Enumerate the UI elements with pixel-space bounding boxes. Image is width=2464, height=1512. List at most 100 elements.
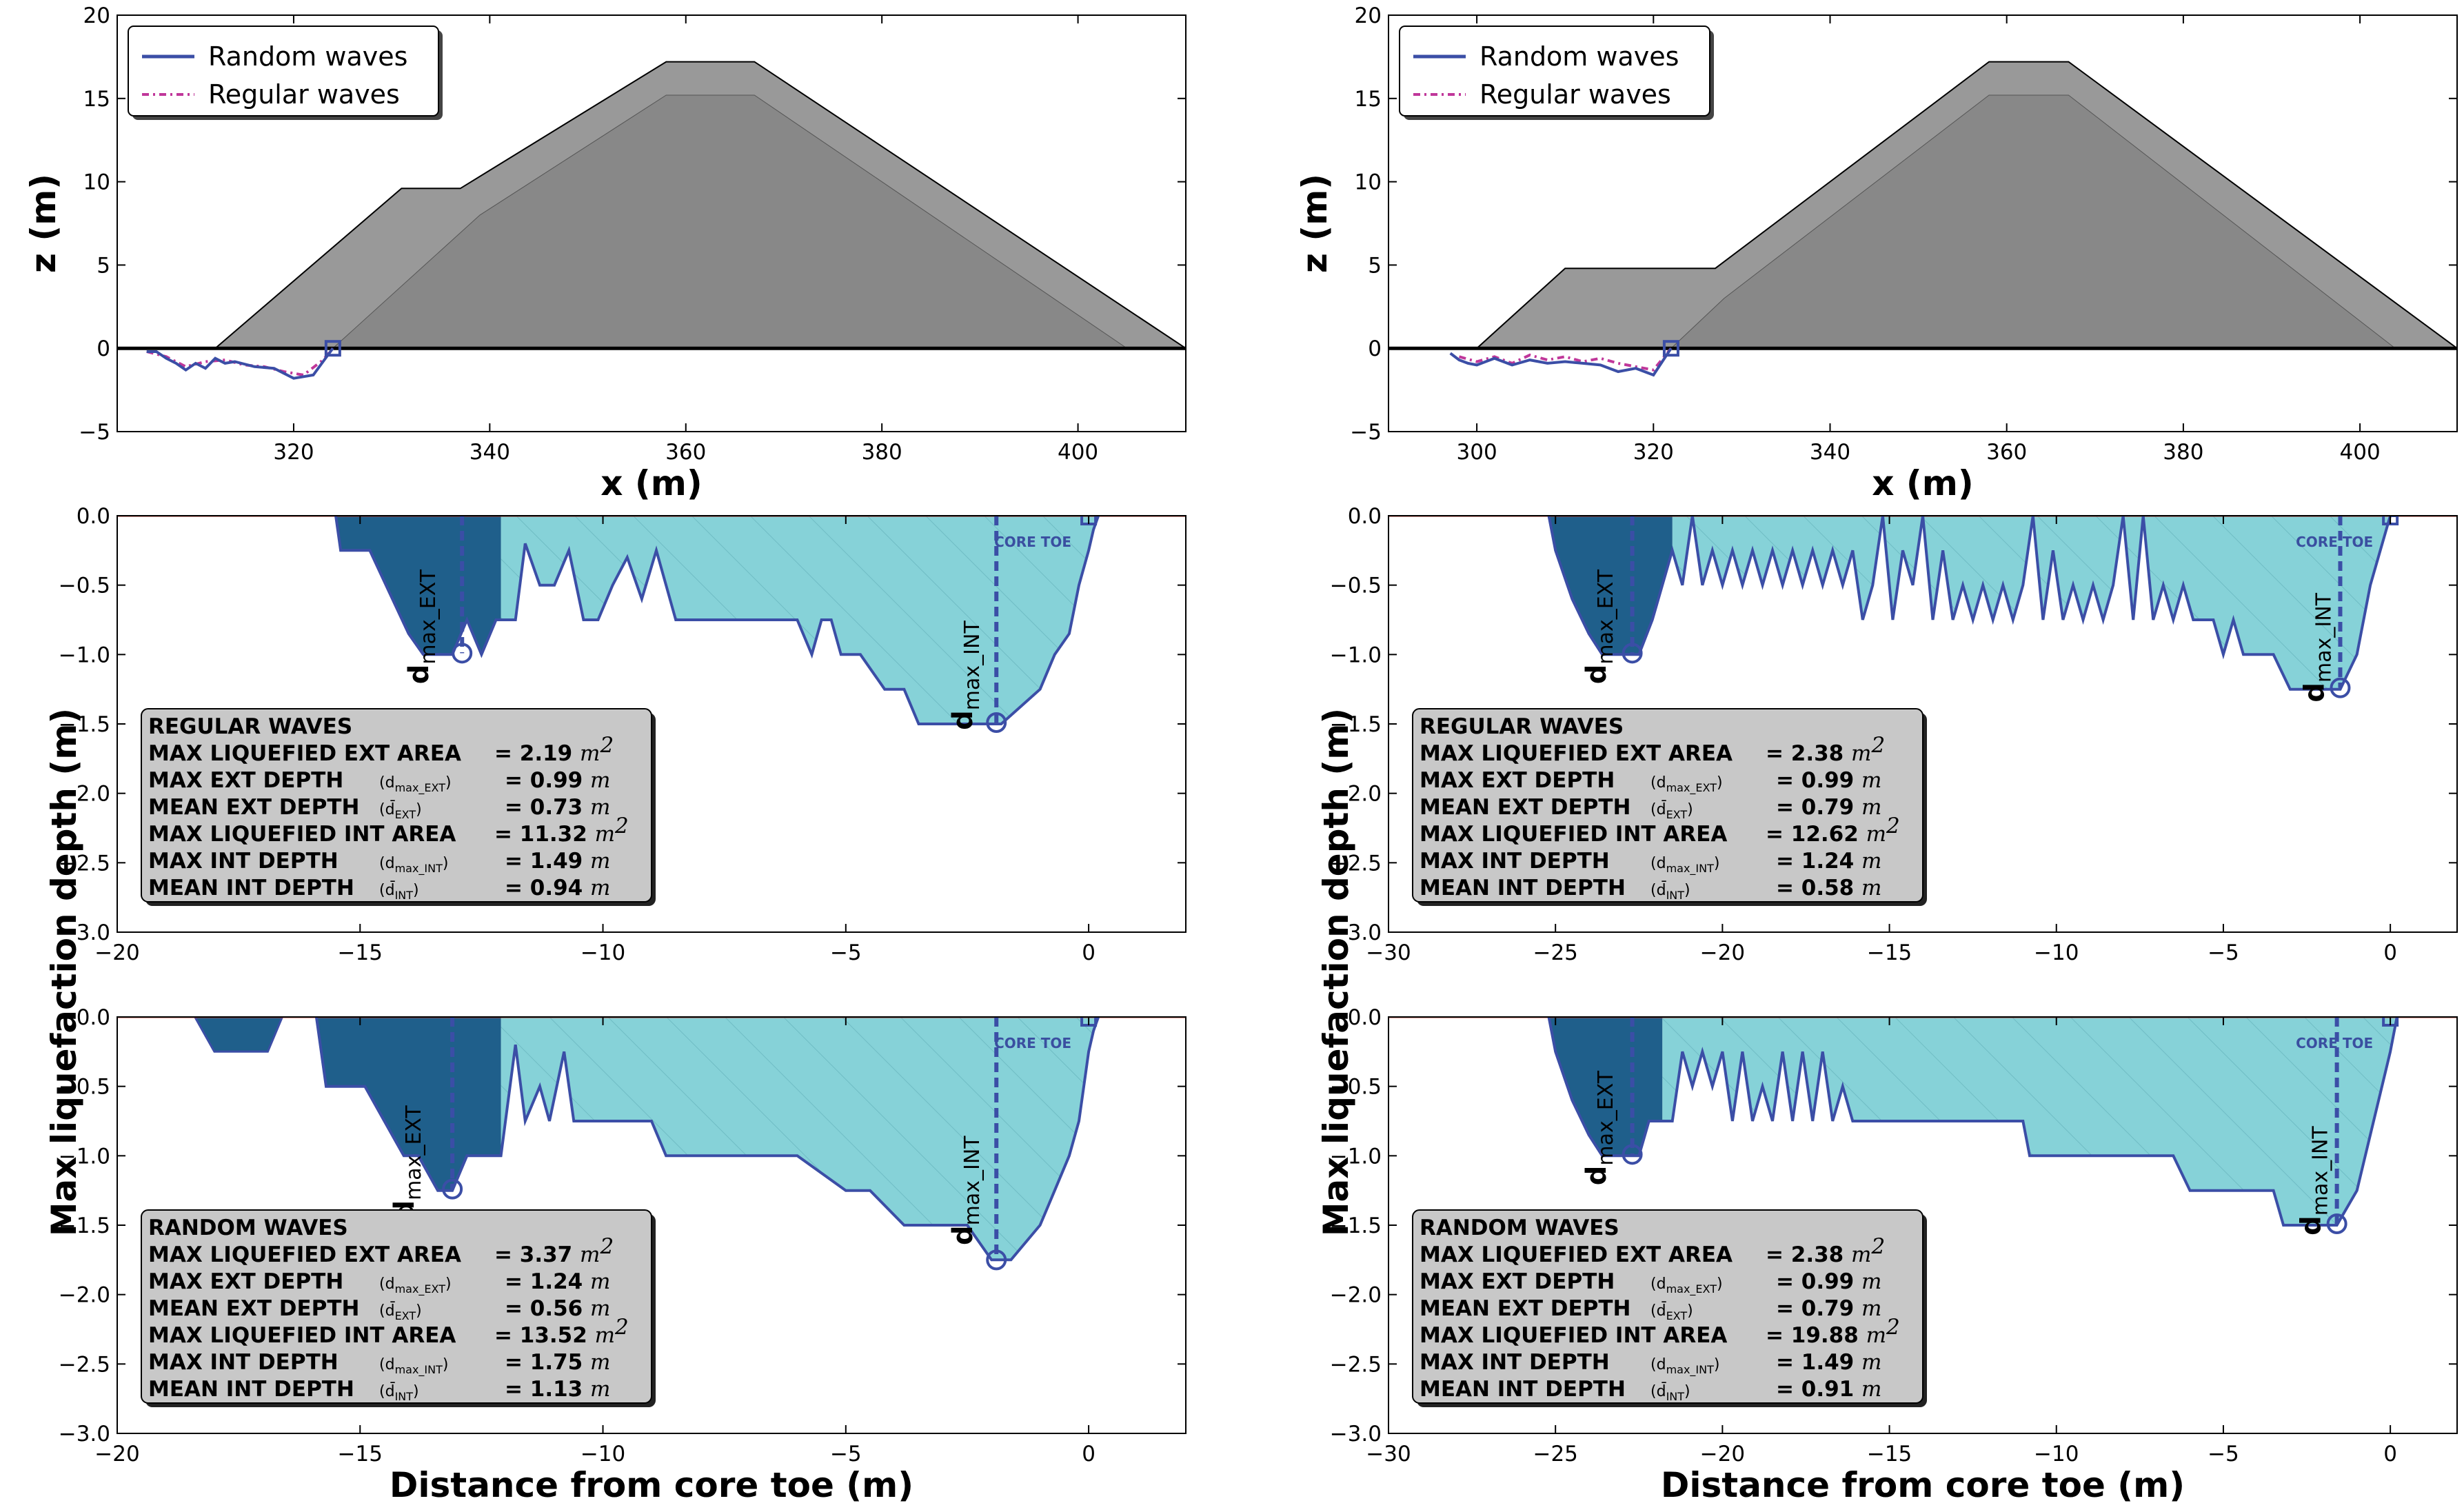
stats-row-label: MEAN EXT DEPTH	[148, 795, 360, 820]
x-axis-label: Distance from core toe (m)	[1661, 1465, 2185, 1505]
exterior-liquefied-area-extra	[193, 1017, 284, 1053]
stats-row-value: = 1.49 m	[1776, 1350, 1881, 1375]
stats-row-symbol: (dmax_INT)	[379, 1356, 448, 1377]
x-tick-label: −30	[1366, 1442, 1411, 1466]
y-tick-label: −1.5	[59, 712, 110, 737]
y-tick-label: −0.5	[59, 574, 110, 598]
stats-row-symbol: (d̄INT)	[1650, 1382, 1690, 1403]
core-toe-marker	[324, 340, 341, 357]
x-tick-label: 0	[1082, 940, 1095, 965]
stats-row-label: MAX LIQUEFIED INT AREA	[1420, 1323, 1727, 1348]
stats-row-symbol: (d̄EXT)	[379, 1302, 422, 1322]
stats-row-label: MAX LIQUEFIED INT AREA	[148, 822, 456, 847]
x-tick-label: −20	[94, 940, 139, 965]
depth_right_random-chart: CORE TOE dmax_EXT dmax_INT −30 −25 −20 −15 −10 −…	[1330, 1005, 2458, 1505]
legend-label-random: Random waves	[1480, 41, 1679, 72]
core-toe-label: CORE TOE	[994, 534, 1071, 550]
x-tick-label: 0	[1082, 1442, 1095, 1466]
interior-liquefied-area	[1672, 516, 2397, 689]
stats-row-label: MAX LIQUEFIED INT AREA	[1420, 822, 1727, 847]
ext-max-depth-marker	[1622, 1144, 1643, 1165]
x-tick-label: 380	[862, 440, 902, 465]
x-tick-label: −15	[1867, 940, 1912, 965]
stats-title: REGULAR WAVES	[148, 714, 352, 739]
stats-row-label: MAX INT DEPTH	[1420, 849, 1610, 874]
y-tick-label: 20	[1355, 3, 1382, 28]
stats-row-symbol: (dmax_INT)	[1650, 1356, 1719, 1377]
x-tick-label: 340	[469, 440, 510, 465]
stats-row-symbol: (d̄EXT)	[379, 800, 422, 821]
y-tick-label: −2.0	[59, 1283, 110, 1308]
y-axis-label: z (m)	[23, 174, 63, 273]
stats-row-value: = 0.99 m	[1776, 1269, 1881, 1294]
x-tick-label: 300	[1457, 440, 1497, 465]
x-tick-label: −5	[830, 940, 862, 965]
x-tick-label: −10	[2034, 1442, 2079, 1466]
depth_left_regular-chart: CORE TOE dmax_EXT dmax_INT −20 −15 −10 −5 0 −3.0…	[59, 504, 1186, 965]
int-max-depth-marker	[986, 712, 1007, 733]
x-tick-label: 320	[1633, 440, 1674, 465]
x-tick-label: −25	[1533, 940, 1577, 965]
x-tick-label: 0	[2383, 940, 2397, 965]
stats-row-label: MEAN INT DEPTH	[148, 1377, 354, 1402]
int-max-depth-label: dmax_INT	[2295, 1126, 2332, 1236]
stats-row-label: MAX LIQUEFIED EXT AREA	[148, 1242, 461, 1267]
stats-row-value: = 2.38 m2	[1766, 1234, 1885, 1267]
plot-area: CORE TOE dmax_EXT dmax_INT	[1388, 516, 2457, 703]
liquefaction-profile	[314, 1017, 1100, 1262]
profile_left-chart: 320 340 360 380 400 −5 0 5 10 15 20 Random waves Reg…	[23, 3, 1186, 503]
y-tick-label: −0.5	[1330, 574, 1382, 598]
int-max-depth-label: dmax_INT	[947, 621, 984, 730]
stats-row-label: MAX INT DEPTH	[148, 1350, 339, 1375]
y-axis-label: z (m)	[1295, 174, 1335, 273]
x-tick-label: 340	[1810, 440, 1850, 465]
x-tick-label: −15	[338, 1442, 383, 1466]
interior-liquefied-area	[501, 1017, 1099, 1260]
x-tick-label: −10	[2034, 940, 2079, 965]
x-tick-label: −30	[1366, 940, 1411, 965]
y-axis-label-depth-left: Max liquefaction depth (m)	[44, 708, 84, 1236]
plot-area	[117, 61, 1186, 380]
int-max-depth-label: dmax_INT	[2299, 592, 2336, 702]
stats-row-value: = 11.32 m2	[494, 814, 629, 847]
stats-row-label: MAX EXT DEPTH	[1420, 768, 1615, 793]
stats-row-value: = 3.37 m2	[494, 1234, 614, 1267]
stats-title: RANDOM WAVES	[1420, 1216, 1619, 1240]
stats-title: REGULAR WAVES	[1420, 714, 1624, 739]
y-tick-label: 0.0	[77, 504, 110, 529]
plot-area	[1388, 61, 2457, 377]
int-max-depth-label: dmax_INT	[947, 1136, 984, 1245]
x-tick-label: −15	[1867, 1442, 1912, 1466]
stats-row-value: = 0.99 m	[505, 768, 610, 793]
ext-max-depth-marker	[1622, 643, 1643, 664]
exterior-liquefied-area	[316, 1017, 501, 1191]
y-tick-label: −5	[1350, 420, 1382, 445]
stats-row-symbol: (dmax_EXT)	[1650, 774, 1723, 795]
legend: Random waves Regular waves	[1399, 26, 1714, 120]
y-tick-label: −5	[79, 420, 110, 445]
stats-row-symbol: (dmax_EXT)	[379, 774, 452, 795]
y-tick-label: −1.0	[59, 1144, 110, 1169]
exterior-liquefied-area	[1548, 516, 1673, 655]
exterior-liquefied-area	[336, 516, 501, 655]
x-tick-label: 320	[273, 440, 314, 465]
stats-row-symbol: (dmax_INT)	[1650, 855, 1719, 876]
y-tick-label: 0.0	[77, 1005, 110, 1030]
core-toe-marker	[1662, 340, 1679, 357]
y-tick-label: −2.0	[1330, 782, 1382, 807]
stats-row-value: = 19.88 m2	[1766, 1315, 1900, 1348]
y-tick-label: 0	[97, 336, 110, 361]
stats-row-value: = 1.24 m	[1776, 849, 1881, 874]
y-tick-label: −1.0	[59, 643, 110, 667]
y-tick-label: −1.0	[1330, 643, 1382, 667]
stats-row-value: = 1.24 m	[505, 1269, 610, 1294]
stats-box-frame	[141, 708, 652, 903]
x-tick-label: 360	[665, 440, 706, 465]
series-random-waves	[1449, 347, 1673, 377]
legend-frame	[128, 26, 439, 117]
stats-row-symbol: (d̄EXT)	[1650, 800, 1693, 821]
plot-area: CORE TOE dmax_EXT dmax_INT	[1388, 1017, 2457, 1236]
axes-frame	[117, 14, 1186, 432]
